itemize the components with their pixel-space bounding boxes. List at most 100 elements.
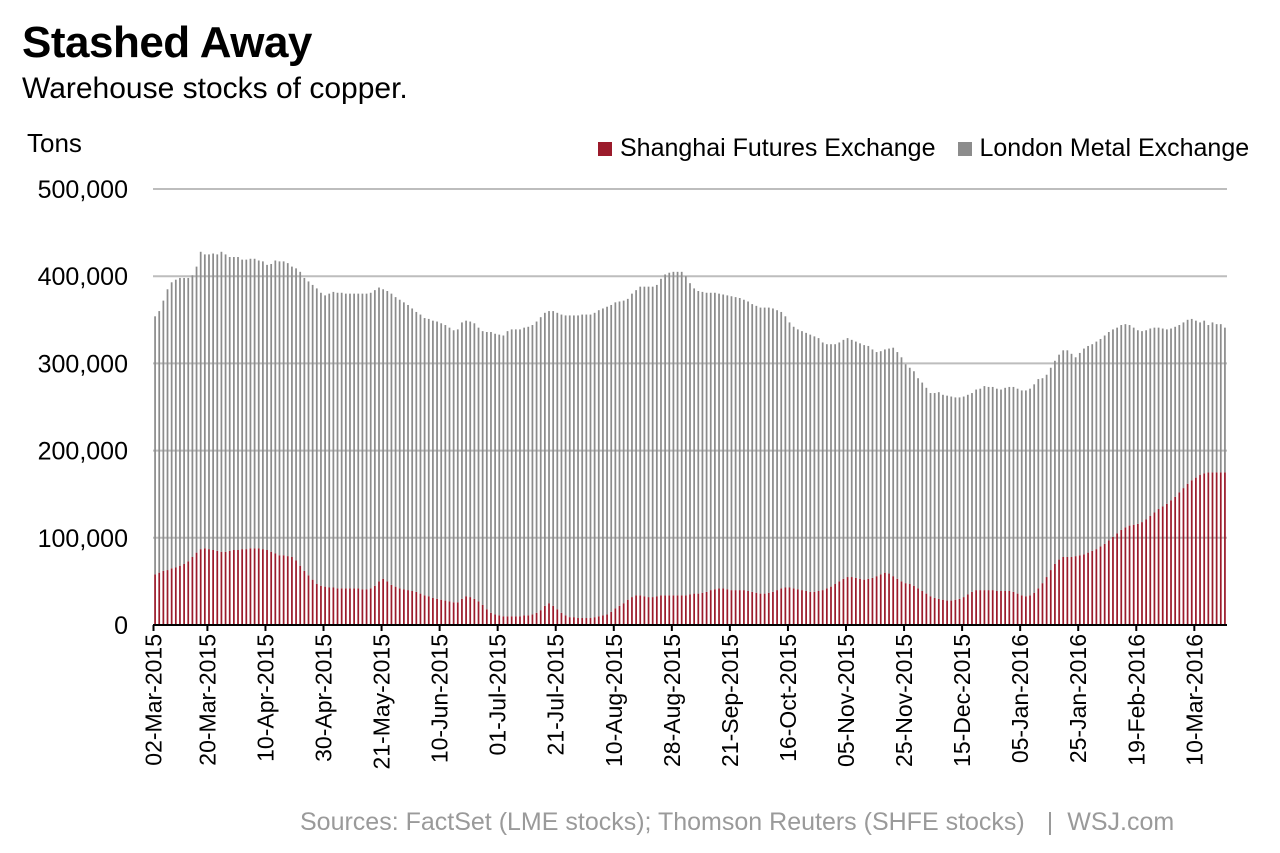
bar-lme — [606, 306, 608, 615]
source-text: Sources: FactSet (LME stocks); Thomson R… — [300, 808, 1025, 836]
bar-shfe — [730, 590, 733, 625]
y-tick-label: 0 — [114, 612, 128, 640]
bar-shfe — [349, 588, 351, 625]
bar-lme — [962, 396, 965, 598]
bar-shfe — [179, 565, 181, 625]
bar-lme — [796, 329, 799, 590]
bar-shfe — [419, 593, 422, 625]
bar-shfe — [788, 587, 791, 625]
bar-lme — [452, 330, 455, 603]
bar-shfe — [423, 595, 426, 625]
bar-lme — [1182, 322, 1185, 489]
bar-lme — [1087, 345, 1089, 553]
bar-lme — [1049, 367, 1052, 571]
bar-lme — [597, 310, 600, 617]
bar-shfe — [1016, 593, 1019, 625]
bar-shfe — [896, 578, 899, 625]
bar-shfe — [767, 592, 770, 625]
bar-shfe — [937, 598, 940, 625]
bar-lme — [676, 271, 679, 596]
bar-lme — [838, 342, 841, 582]
bar-shfe — [440, 599, 443, 625]
bar-shfe — [552, 605, 555, 625]
bar-shfe — [834, 584, 837, 625]
bar-lme — [1132, 327, 1135, 525]
bar-lme — [403, 302, 405, 590]
bar-shfe — [780, 588, 783, 625]
bar-shfe — [548, 603, 550, 625]
bar-shfe — [278, 555, 281, 625]
bar-lme — [174, 279, 177, 568]
bar-shfe — [386, 581, 389, 625]
bar-lme — [1186, 319, 1189, 484]
bar-shfe — [427, 596, 430, 625]
bar-lme — [1224, 327, 1226, 473]
bar-shfe — [1178, 492, 1181, 625]
bar-lme — [589, 314, 592, 619]
bar-shfe — [378, 581, 380, 625]
y-tick-label: 400,000 — [38, 263, 128, 291]
bar-lme — [216, 254, 219, 551]
bar-lme — [432, 320, 434, 598]
bar-lme — [1141, 331, 1143, 523]
bar-lme — [958, 397, 961, 599]
bar-shfe — [772, 591, 774, 625]
bar-lme — [709, 292, 712, 591]
bar-lme — [315, 288, 318, 585]
bar-shfe — [1166, 503, 1168, 625]
bar-lme — [415, 311, 418, 592]
bar-shfe — [606, 614, 608, 625]
bar-shfe — [1087, 552, 1089, 625]
bar-shfe — [158, 572, 161, 625]
bar-lme — [411, 308, 414, 591]
bar-lme — [1070, 353, 1073, 557]
bar-shfe — [262, 549, 264, 625]
bar-shfe — [1116, 533, 1118, 625]
bar-lme — [340, 292, 343, 589]
bar-lme — [1037, 379, 1040, 589]
bar-shfe — [174, 567, 177, 625]
bar-lme — [519, 329, 521, 617]
bar-shfe — [1207, 472, 1210, 625]
bar-shfe — [324, 586, 326, 625]
bar-lme — [419, 314, 422, 594]
bar-lme — [937, 392, 940, 599]
bar-lme — [1124, 324, 1127, 528]
bar-lme — [166, 289, 169, 571]
bar-shfe — [568, 617, 571, 625]
bar-lme — [950, 396, 953, 601]
bar-shfe — [726, 589, 729, 625]
bar-shfe — [1049, 570, 1052, 625]
bar-lme — [1112, 329, 1114, 537]
bar-shfe — [950, 600, 953, 625]
bar-shfe — [1004, 590, 1007, 625]
bar-shfe — [755, 592, 758, 625]
bar-lme — [718, 293, 720, 589]
bar-lme — [295, 268, 297, 561]
bar-lme — [220, 251, 223, 552]
bar-lme — [394, 297, 397, 587]
bar-lme — [1120, 325, 1123, 530]
bar-lme — [535, 321, 538, 613]
chart-title: Stashed Away — [22, 18, 312, 67]
bar-shfe — [722, 588, 725, 625]
bar-lme — [776, 310, 778, 591]
bar-lme — [871, 349, 874, 578]
bar-shfe — [1182, 488, 1185, 625]
bar-shfe — [1074, 556, 1077, 625]
bar-shfe — [527, 615, 530, 625]
bar-lme — [1116, 327, 1118, 534]
x-tick-label: 16-Oct-2015 — [775, 634, 801, 762]
bar-shfe — [456, 602, 459, 625]
bar-lme — [921, 382, 924, 591]
bar-lme — [191, 275, 194, 557]
bar-shfe — [1099, 546, 1102, 625]
bar-lme — [1157, 327, 1160, 510]
bar-shfe — [523, 615, 526, 625]
bar-lme — [1029, 388, 1031, 596]
bar-lme — [714, 292, 716, 590]
bar-lme — [444, 325, 447, 601]
bar-lme — [585, 314, 588, 619]
bar-shfe — [796, 589, 799, 625]
bar-shfe — [253, 548, 256, 625]
